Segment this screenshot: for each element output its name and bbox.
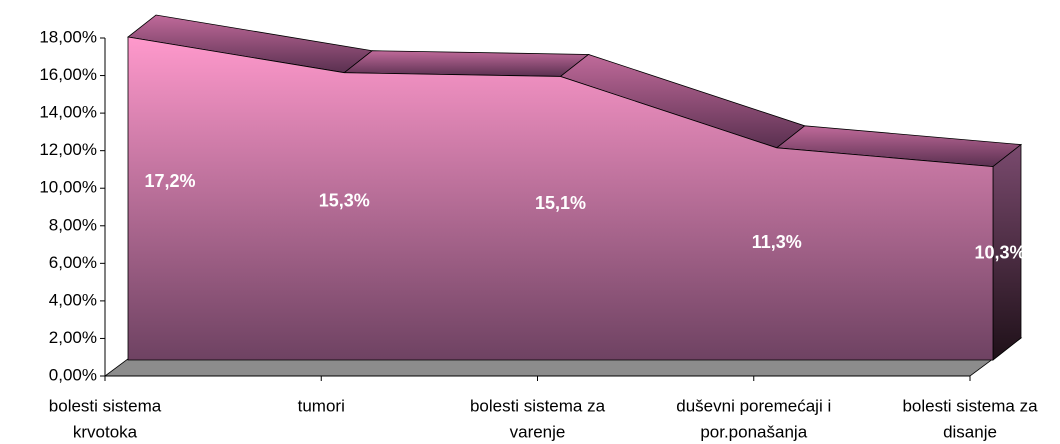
y-tick-label: 16,00% <box>39 65 97 84</box>
x-tick-label: varenje <box>510 422 566 441</box>
y-tick-label: 14,00% <box>39 103 97 122</box>
y-tick-label: 18,00% <box>39 27 97 46</box>
y-tick-label: 4,00% <box>49 290 97 309</box>
x-tick-label: duševni poremećaji i <box>676 396 831 415</box>
x-tick-label: bolesti sistema za <box>470 396 606 415</box>
data-label: 11,3% <box>752 232 802 252</box>
data-label: 10,3% <box>974 242 1025 262</box>
area-top <box>343 50 590 77</box>
x-tick-label: por.ponašanja <box>700 422 807 441</box>
y-tick-label: 12,00% <box>39 140 97 159</box>
x-tick-label: krvotoka <box>73 422 138 441</box>
y-tick-label: 10,00% <box>39 178 97 197</box>
y-tick-label: 6,00% <box>49 253 97 272</box>
x-tick-label: tumori <box>298 396 345 415</box>
data-label: 17,2% <box>144 171 195 191</box>
x-tick-label: disanje <box>943 422 997 441</box>
data-label: 15,3% <box>319 191 370 211</box>
area <box>127 36 994 361</box>
data-label: 15,1% <box>535 193 586 213</box>
x-tick-label: bolesti sistema za <box>902 396 1038 415</box>
y-tick-label: 8,00% <box>49 215 97 234</box>
x-tick-label: bolesti sistema <box>49 396 162 415</box>
y-tick-label: 0,00% <box>49 365 97 384</box>
y-tick-label: 2,00% <box>49 328 97 347</box>
